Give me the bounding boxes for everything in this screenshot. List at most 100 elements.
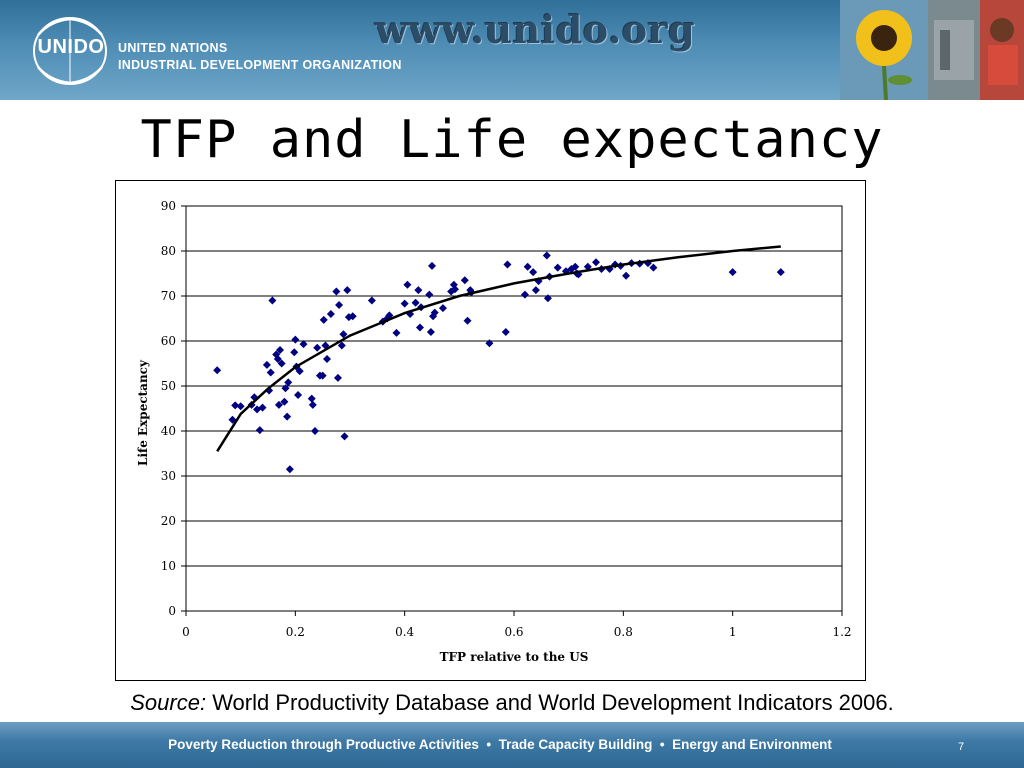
data-point [228, 415, 237, 424]
data-point [348, 312, 357, 321]
data-point [290, 348, 299, 357]
x-tick-label: 0 [182, 625, 190, 639]
data-point [485, 339, 494, 348]
y-tick-label: 70 [161, 289, 176, 303]
data-point [272, 350, 281, 359]
data-point [262, 360, 271, 369]
data-point [400, 299, 409, 308]
x-tick-label: 1.2 [832, 625, 851, 639]
data-point [326, 310, 335, 318]
source-citation: Source: World Productivity Database and … [0, 690, 1024, 716]
data-point [313, 343, 322, 352]
data-point [276, 346, 285, 354]
data-point [273, 355, 282, 363]
footer-tagline: Poverty Reduction through Productive Act… [168, 737, 832, 752]
data-point [414, 286, 423, 295]
source-label: Source: [130, 690, 207, 715]
data-point [542, 251, 551, 260]
data-point [319, 315, 328, 324]
website-url: www.unido.org [375, 7, 696, 52]
data-point [450, 285, 459, 294]
data-point [728, 268, 737, 277]
data-point [529, 268, 538, 277]
data-point [339, 330, 348, 339]
data-point [523, 262, 532, 271]
trend-line [216, 245, 781, 452]
data-point [583, 262, 592, 271]
x-tick-label: 0.6 [504, 625, 523, 639]
header-banner: UNIDO UNITED NATIONS INDUSTRIAL DEVELOPM… [0, 0, 1024, 100]
data-point [277, 359, 286, 368]
data-point [274, 400, 283, 409]
y-axis-label: Life Expectancy [136, 359, 150, 466]
data-point [503, 260, 512, 269]
data-point [335, 301, 344, 309]
data-point [460, 276, 469, 285]
data-point [571, 262, 580, 271]
data-point [643, 259, 652, 268]
page-number: 7 [958, 741, 965, 753]
data-point [236, 402, 245, 411]
data-point [438, 304, 447, 313]
data-point [392, 328, 401, 337]
chart-frame: 0 0.2 0.4 0.6 0.8 1 1.2 0 10 20 30 40 50 60 70 80 90 TF… [115, 180, 866, 681]
data-point [403, 280, 412, 289]
org-name-line1: UNITED NATIONS [118, 41, 228, 55]
data-point [285, 465, 294, 474]
data-point [531, 286, 540, 295]
data-point [266, 368, 275, 377]
y-tick-label: 90 [161, 199, 176, 213]
data-point [283, 412, 292, 421]
data-point [294, 391, 303, 399]
y-tick-label: 50 [161, 379, 176, 393]
data-point [268, 296, 277, 305]
data-point [344, 313, 353, 322]
data-point [430, 308, 439, 317]
data-point [543, 294, 552, 303]
data-point [332, 287, 341, 296]
x-axis-label: TFP relative to the US [440, 650, 589, 664]
data-point [426, 328, 435, 336]
data-point [574, 270, 583, 279]
data-point [520, 290, 529, 299]
y-tick-label: 0 [168, 604, 176, 618]
data-point [280, 397, 289, 406]
sunflower-image [856, 10, 912, 100]
data-point [295, 367, 304, 376]
plot-area [185, 205, 843, 612]
y-tick-label: 80 [161, 244, 176, 258]
data-point [281, 384, 290, 393]
footer-banner: Poverty Reduction through Productive Act… [0, 722, 1024, 768]
data-point [622, 271, 631, 280]
x-tick-label: 0.8 [614, 625, 633, 639]
data-point [463, 316, 472, 325]
data-point [213, 366, 222, 375]
x-tick-label: 0.4 [395, 625, 414, 639]
data-point [311, 427, 320, 435]
data-point [501, 328, 510, 336]
data-point [367, 296, 376, 305]
organization-name: UNITED NATIONS INDUSTRIAL DEVELOPMENT OR… [118, 40, 402, 74]
y-tick-label: 10 [161, 559, 176, 573]
data-point [299, 340, 308, 349]
data-point [553, 263, 562, 272]
data-point [323, 355, 332, 363]
unido-logo-text: UNIDO [37, 36, 105, 58]
data-point [307, 394, 316, 403]
data-point [255, 426, 264, 435]
data-point [258, 403, 267, 412]
data-point [649, 263, 658, 272]
data-point [425, 290, 434, 299]
data-point [291, 335, 300, 344]
data-point [337, 341, 346, 350]
data-point [318, 371, 327, 380]
data-point [428, 261, 436, 270]
y-tick-label: 20 [161, 514, 176, 528]
data-point [343, 286, 352, 295]
data-point [265, 386, 274, 395]
data-point [231, 401, 240, 410]
data-point [340, 432, 349, 441]
data-point [308, 400, 317, 409]
org-name-line2: INDUSTRIAL DEVELOPMENT ORGANIZATION [118, 58, 402, 72]
data-point [333, 373, 342, 382]
